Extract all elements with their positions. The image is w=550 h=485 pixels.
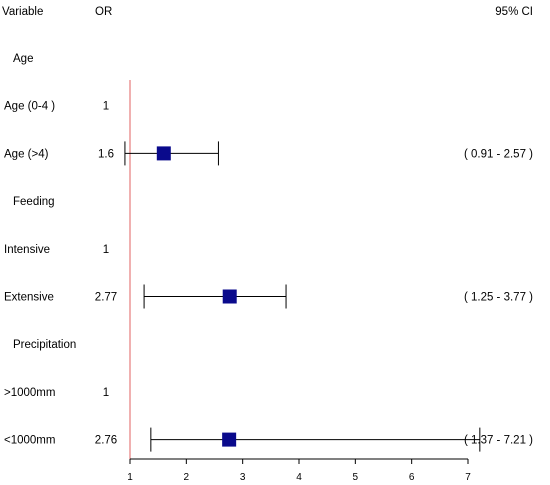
x-axis: 1 2 3 4 5 6 7 bbox=[127, 458, 471, 483]
x-tick-label: 2 bbox=[184, 472, 190, 483]
plot-rows: Age Age (0-4 ) 1 Age (>4) 1.6 ( 0.91 - 2.57 )… bbox=[4, 53, 533, 459]
row-label: Extensive bbox=[4, 292, 54, 304]
or-marker bbox=[222, 289, 237, 304]
x-tick-label: 1 bbox=[127, 472, 133, 483]
x-tick-label: 6 bbox=[409, 472, 415, 483]
x-tick-label: 7 bbox=[465, 472, 471, 483]
or-marker bbox=[222, 432, 237, 447]
row-label: <1000mm bbox=[4, 435, 55, 447]
header-variable: Variable bbox=[2, 6, 43, 18]
ci-text: ( 1.25 - 3.77 ) bbox=[464, 292, 533, 304]
header-ci: 95% CI bbox=[495, 6, 533, 18]
x-tick-label: 3 bbox=[240, 472, 246, 483]
group-label: Feeding bbox=[13, 196, 55, 208]
x-tick-label: 4 bbox=[296, 472, 302, 483]
ci-text: ( 1.37 - 7.21 ) bbox=[464, 435, 533, 447]
or-value: 2.76 bbox=[95, 435, 117, 447]
group-label: Precipitation bbox=[13, 339, 76, 351]
x-tick-label: 5 bbox=[353, 472, 359, 483]
or-value: 2.77 bbox=[95, 292, 117, 304]
or-value: 1 bbox=[103, 101, 109, 113]
row-label: >1000mm bbox=[4, 387, 55, 399]
row-label: Age (>4) bbox=[4, 148, 49, 160]
ci-text: ( 0.91 - 2.57 ) bbox=[464, 148, 533, 160]
group-label: Age bbox=[13, 53, 33, 65]
or-marker bbox=[156, 146, 171, 161]
or-value: 1 bbox=[103, 387, 109, 399]
row-label: Age (0-4 ) bbox=[4, 101, 55, 113]
or-value: 1.6 bbox=[98, 148, 114, 160]
header-or: OR bbox=[95, 6, 112, 18]
row-label: Intensive bbox=[4, 244, 50, 256]
or-value: 1 bbox=[103, 244, 109, 256]
